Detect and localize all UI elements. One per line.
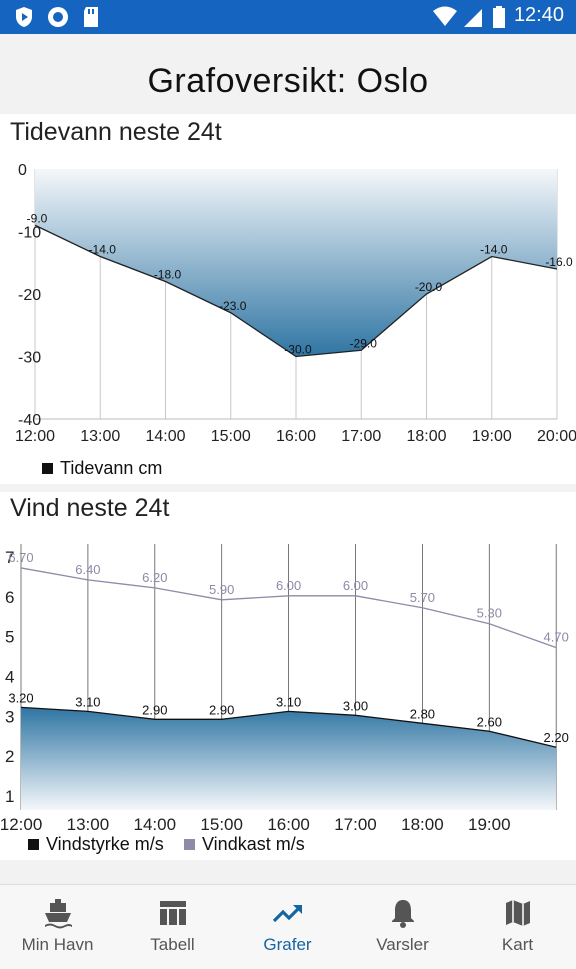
page-title: Grafoversikt: Oslo (147, 62, 429, 100)
wind-speed-data-label: 2.90 (209, 702, 234, 717)
wind-gust-line (20, 567, 557, 649)
wind-gust-data-label: 6.00 (276, 578, 301, 593)
tide-data-label: -18.0 (154, 268, 182, 282)
tide-x-tick-label: 19:00 (472, 428, 512, 445)
play-protect-icon (16, 7, 32, 27)
tide-y-tick-label: 0 (18, 162, 27, 179)
wind-speed-data-label: 2.60 (477, 714, 502, 729)
wind-chart-title: Vind neste 24t (10, 494, 170, 522)
wind-chart-card: Vind neste 24t 1 2 3 4 5 6 7 12:00 13:00 14:00 15:… (0, 492, 576, 860)
wind-x-tick-label: 15:00 (200, 815, 243, 834)
wind-x-tick-label: 18:00 (401, 815, 444, 834)
signal-icon (464, 9, 482, 27)
wind-gust-data-label: 6.40 (75, 562, 100, 577)
wind-gust-data-label: 4.70 (544, 630, 569, 645)
map-icon (506, 900, 530, 926)
tide-data-label: -23.0 (219, 299, 247, 313)
tide-y-tick-label: -40 (18, 412, 41, 429)
tide-y-tick-label: -20 (18, 287, 41, 304)
tide-area (35, 169, 557, 357)
wind-gust-data-label: 5.90 (209, 582, 234, 597)
tide-y-tick-label: -10 (18, 225, 41, 242)
wind-x-tick-label: 14:00 (134, 815, 177, 834)
wind-speed-data-label: 3.10 (75, 694, 100, 709)
wind-y-tick-label: 3 (5, 707, 14, 726)
wind-speed-line (20, 706, 557, 748)
tide-x-tick-label: 13:00 (80, 428, 120, 445)
sd-card-icon (84, 7, 98, 27)
table-icon (160, 901, 186, 925)
nav-label-tabell: Tabell (150, 935, 195, 954)
wind-y-tick-label: 4 (5, 668, 14, 687)
wind-x-tick-label: 12:00 (0, 815, 42, 834)
wind-y-tick-label: 2 (5, 747, 14, 766)
wind-gust-data-label: 5.30 (477, 606, 502, 621)
wind-gust-legend-swatch (184, 839, 195, 850)
tide-x-tick-label: 12:00 (15, 428, 55, 445)
wind-speed-data-label: 2.90 (142, 702, 167, 717)
tide-chart-title: Tidevann neste 24t (10, 118, 222, 146)
nav-item-grafer[interactable]: Grafer (230, 885, 345, 969)
tide-legend-label: Tidevann cm (60, 458, 163, 478)
wind-gust-legend-label: Vindkast m/s (202, 834, 305, 854)
tide-x-tick-label: 14:00 (145, 428, 185, 445)
wind-chart: 1 2 3 4 5 6 7 12:00 13:00 14:00 15:00 16:00 17:00 18:… (0, 544, 569, 834)
bottom-navigation: Min Havn Tabell Grafer Varsler Kart (0, 884, 576, 969)
tide-data-label: -9.0 (27, 211, 48, 225)
trending-up-icon (272, 905, 302, 923)
status-bar: 12:40 (0, 0, 576, 34)
wind-gust-data-label: 6.20 (142, 570, 167, 585)
wind-y-tick-label: 5 (5, 628, 14, 647)
wind-gust-data-label: 6.00 (343, 578, 368, 593)
nav-item-varsler[interactable]: Varsler (345, 885, 460, 969)
tide-data-label: -20.0 (415, 280, 443, 294)
tide-x-tick-label: 20:00 (537, 428, 576, 445)
wind-speed-data-label: 3.00 (343, 698, 368, 713)
wind-gust-data-label: 6.70 (8, 550, 33, 565)
tide-data-label: -14.0 (480, 243, 508, 257)
tide-x-tick-label: 16:00 (276, 428, 316, 445)
wind-speed-legend-label: Vindstyrke m/s (46, 834, 164, 854)
wind-x-tick-label: 19:00 (468, 815, 511, 834)
wind-x-tick-label: 16:00 (267, 815, 310, 834)
wind-gust-data-label: 5.70 (410, 590, 435, 605)
tide-data-label: -16.0 (545, 255, 573, 269)
wind-y-tick-label: 7 (5, 548, 14, 567)
tide-y-tick-label: -30 (18, 350, 41, 367)
tide-line (34, 224, 558, 358)
tide-chart-card: Tidevann neste 24t 0 -10 -20 -30 -40 12:00 13:… (0, 114, 576, 484)
wind-speed-data-label: 3.20 (8, 690, 33, 705)
wind-y-tick-label: 6 (5, 588, 14, 607)
nav-item-tabell[interactable]: Tabell (115, 885, 230, 969)
tide-data-label: -14.0 (89, 243, 117, 257)
tide-data-label: -30.0 (284, 343, 312, 357)
tide-x-tick-label: 15:00 (211, 428, 251, 445)
tide-x-tick-label: 18:00 (406, 428, 446, 445)
wind-speed-data-label: 2.80 (410, 706, 435, 721)
tide-data-label: -29.0 (350, 336, 378, 350)
wind-y-tick-label: 1 (5, 787, 14, 806)
wind-speed-data-label: 3.10 (276, 694, 301, 709)
battery-icon (493, 6, 505, 28)
tide-legend-swatch (42, 463, 53, 474)
nav-label-kart: Kart (501, 935, 534, 954)
wind-x-tick-label: 13:00 (67, 815, 110, 834)
wind-speed-legend-swatch (28, 839, 39, 850)
wind-speed-data-label: 2.20 (544, 730, 569, 745)
bell-icon (392, 900, 414, 928)
nav-item-kart[interactable]: Kart (460, 885, 575, 969)
ferry-icon (45, 899, 72, 929)
sync-icon (48, 7, 68, 27)
nav-label-grafer: Grafer (263, 935, 312, 954)
nav-item-min-havn[interactable]: Min Havn (0, 885, 115, 969)
nav-label-varsler: Varsler (376, 935, 429, 954)
status-time: 12:40 (513, 4, 564, 26)
wifi-icon (433, 6, 457, 26)
tide-x-tick-label: 17:00 (341, 428, 381, 445)
wind-speed-area (21, 707, 557, 810)
wind-x-tick-label: 17:00 (334, 815, 377, 834)
nav-label-min-havn: Min Havn (21, 935, 94, 954)
